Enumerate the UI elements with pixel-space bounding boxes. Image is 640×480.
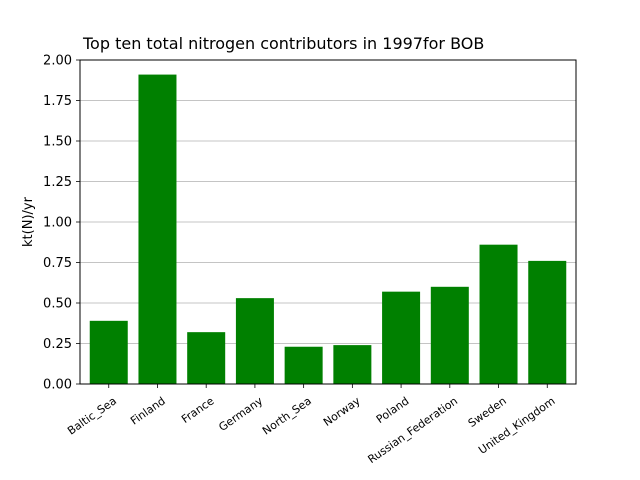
y-tick-label: 0.50 [43, 297, 72, 312]
bar-norway [333, 345, 372, 384]
bar-france [187, 332, 226, 384]
x-tick-label: Baltic_Sea [65, 394, 119, 437]
y-tick-label: 1.25 [43, 175, 72, 190]
y-axis-label: kt(N)/yr [21, 196, 36, 247]
x-tick-label: Russian_Federation [365, 394, 460, 466]
x-tick-label: Sweden [466, 394, 509, 430]
bar-germany [235, 298, 274, 384]
bar-united-kingdom [528, 260, 567, 384]
x-tick-label: Germany [216, 394, 265, 434]
bar-baltic-sea [89, 320, 128, 384]
chart-title: Top ten total nitrogen contributors in 1… [82, 34, 484, 53]
bar-sweden [479, 244, 518, 384]
y-tick-label: 1.75 [43, 94, 72, 109]
y-tick-label: 1.00 [43, 216, 72, 231]
y-tick-label: 2.00 [43, 54, 72, 69]
bars [89, 74, 567, 384]
bar-north-sea [284, 346, 323, 384]
x-tick-label: Poland [374, 394, 412, 426]
bar-poland [382, 291, 421, 384]
y-tick-label: 0.75 [43, 256, 72, 271]
x-tick-label: Norway [321, 394, 363, 429]
x-tick-label: France [179, 394, 217, 426]
y-tick-label: 0.00 [43, 378, 72, 393]
y-ticks: 0.00 0.25 0.50 0.75 1.00 1.25 1.50 1.75 2.00 [43, 54, 80, 393]
x-tick-label: North_Sea [260, 394, 314, 437]
x-tick-label: Finland [128, 394, 168, 427]
y-tick-label: 0.25 [43, 337, 72, 352]
bar-finland [138, 74, 177, 384]
y-tick-label: 1.50 [43, 135, 72, 150]
bar-russian-federation [430, 286, 469, 384]
